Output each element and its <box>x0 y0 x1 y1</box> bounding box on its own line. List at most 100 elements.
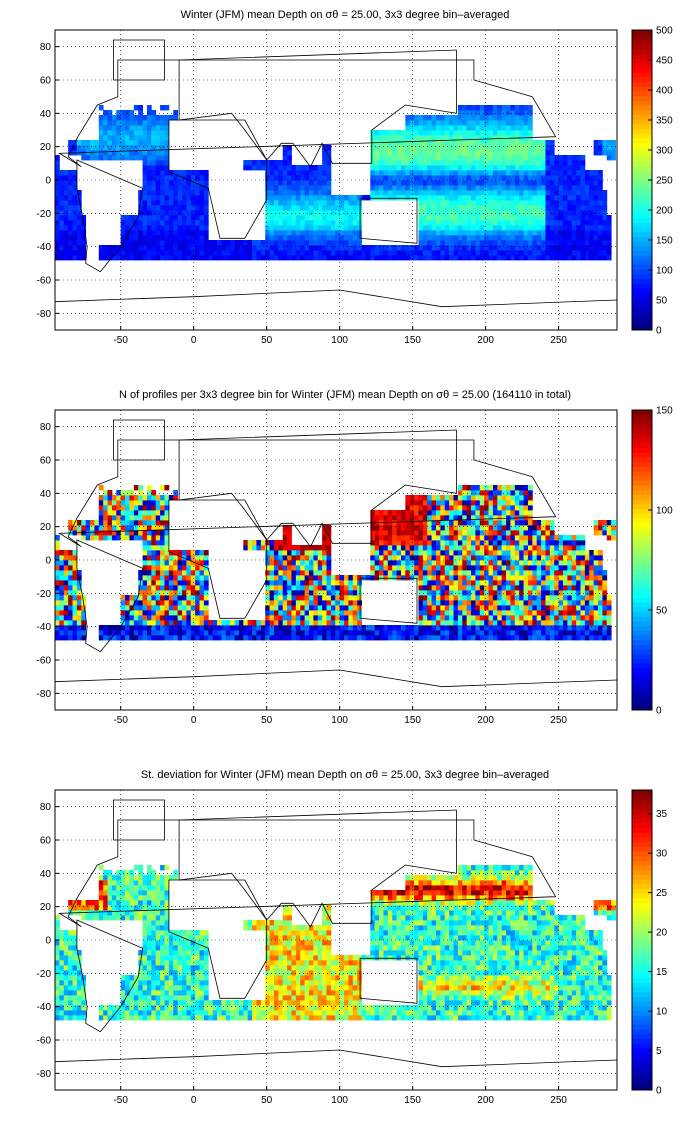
heat-cell <box>278 610 284 616</box>
heat-cell <box>427 230 433 236</box>
colorbar-step <box>632 208 652 214</box>
heat-cell <box>475 120 481 126</box>
heat-cell <box>558 600 564 606</box>
heat-cell <box>300 175 306 181</box>
heat-cell <box>536 235 542 241</box>
heat-cell <box>94 150 100 156</box>
heat-cell <box>541 575 546 581</box>
heat-cell <box>339 255 345 261</box>
heat-cell <box>457 215 463 221</box>
heat-cell <box>554 620 560 626</box>
heat-cell <box>457 545 463 551</box>
heat-cell <box>510 535 516 541</box>
heat-cell <box>155 235 161 241</box>
heat-cell <box>418 205 424 211</box>
heat-cell <box>479 485 485 491</box>
heat-cell <box>488 235 494 241</box>
heat-cell <box>558 180 564 186</box>
heat-cell <box>497 570 503 576</box>
heat-cell <box>151 175 157 181</box>
heat-cell <box>243 250 249 256</box>
heat-cell <box>527 130 533 136</box>
heat-cell <box>387 250 393 256</box>
heat-cell <box>449 195 454 201</box>
heat-cell <box>541 615 546 621</box>
heat-cell <box>501 145 507 151</box>
heat-cell <box>427 115 433 121</box>
heat-cell <box>449 540 454 546</box>
heat-cell <box>501 525 507 531</box>
heat-cell <box>287 190 292 196</box>
heat-cell <box>133 485 139 491</box>
heat-cell <box>479 180 485 186</box>
heat-cell <box>501 200 507 206</box>
heat-cell <box>116 130 122 136</box>
heat-cell <box>427 565 433 571</box>
heat-cell <box>549 585 555 591</box>
heat-cell <box>501 570 507 576</box>
heat-cell <box>313 565 319 571</box>
heat-cell <box>545 595 551 601</box>
heat-cell <box>435 510 441 516</box>
heat-cell <box>317 630 323 636</box>
heat-cell <box>576 240 581 246</box>
heat-cell <box>98 135 104 141</box>
heat-cell <box>444 120 450 126</box>
heat-cell <box>186 565 192 571</box>
heat-cell <box>576 160 581 166</box>
heat-cell <box>471 165 476 171</box>
heat-cell <box>541 590 546 596</box>
heat-cell <box>138 590 143 596</box>
heat-cell <box>536 575 542 581</box>
heat-cell <box>571 245 577 251</box>
heat-cell <box>199 175 205 181</box>
heat-cell <box>352 240 358 246</box>
y-tick-label: -60 <box>37 276 52 287</box>
heat-cell <box>72 625 78 631</box>
heat-cell <box>111 625 117 631</box>
heat-cell <box>357 235 362 241</box>
heat-cell <box>120 595 126 601</box>
heat-cell <box>580 245 586 251</box>
heat-cell <box>545 175 551 181</box>
heat-cell <box>558 160 564 166</box>
heat-cell <box>558 215 564 221</box>
heat-cell <box>361 245 367 251</box>
heat-cell <box>111 135 117 141</box>
heat-cell <box>291 555 297 561</box>
heat-cell <box>203 605 209 611</box>
heat-cell <box>308 560 314 566</box>
heat-cell <box>414 150 419 156</box>
heat-cell <box>278 545 284 551</box>
heat-cell <box>440 620 446 626</box>
heat-cell <box>492 150 498 156</box>
heat-cell <box>466 570 472 576</box>
heat-cell <box>405 115 411 121</box>
heat-cell <box>475 545 481 551</box>
heat-cell <box>488 195 494 201</box>
heat-cell <box>523 210 529 216</box>
heat-cell <box>287 150 292 156</box>
heat-cell <box>418 580 424 586</box>
heat-cell <box>440 520 446 526</box>
heat-cell <box>146 635 152 641</box>
heat-cell <box>606 250 612 256</box>
heat-cell <box>160 235 165 241</box>
heat-cell <box>457 130 463 136</box>
heat-cell <box>379 510 384 516</box>
heat-cell <box>72 575 78 581</box>
heat-cell <box>431 215 437 221</box>
heat-cell <box>155 600 161 606</box>
heat-cell <box>383 630 389 636</box>
heat-cell <box>273 560 279 566</box>
heat-cell <box>63 575 69 581</box>
heat-cell <box>488 530 494 536</box>
heat-cell <box>598 200 603 206</box>
heat-cell <box>527 540 533 546</box>
heat-cell <box>484 555 489 561</box>
heat-cell <box>475 215 481 221</box>
heat-cell <box>471 235 476 241</box>
heat-cell <box>396 550 402 556</box>
heat-cell <box>422 250 428 256</box>
